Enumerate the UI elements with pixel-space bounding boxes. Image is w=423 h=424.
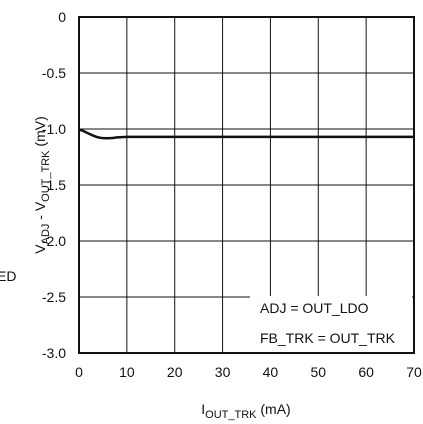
annotation-background xyxy=(250,296,412,352)
x-tick-label: 20 xyxy=(167,364,183,380)
x-tick-label: 40 xyxy=(263,364,279,380)
plot-frame xyxy=(78,16,415,354)
x-tick-label: 0 xyxy=(75,364,83,380)
x-axis-ticks: 0 10 20 30 40 50 60 70 xyxy=(75,364,422,380)
x-tick-label: 60 xyxy=(358,364,374,380)
x-tick-label: 10 xyxy=(119,364,135,380)
y-tick-label: -2.0 xyxy=(42,233,66,249)
y-tick-label: -0.5 xyxy=(42,65,66,81)
x-axis-title: IOUT_TRK (mA) xyxy=(201,401,290,421)
y-tick-label: -3.0 xyxy=(42,345,66,361)
x-tick-label: 30 xyxy=(215,364,231,380)
y-tick-label: -2.5 xyxy=(42,289,66,305)
x-tick-label: 50 xyxy=(310,364,326,380)
series-group xyxy=(79,128,414,140)
series-line-0 xyxy=(79,128,414,140)
y-tick-label: -1.0 xyxy=(42,121,66,137)
annotation-line-1: ADJ = OUT_LDO xyxy=(260,300,369,316)
y-axis-ticks: 0 -0.5 -1.0 -1.5 -2.0 -2.5 -3.0 xyxy=(42,9,66,361)
y-tick-label: 0 xyxy=(58,9,66,25)
y-tick-label: -1.5 xyxy=(42,177,66,193)
y-axis-title: VADJ - VOUT_TRK (mV) xyxy=(32,116,52,253)
annotation-line-2: FB_TRK = OUT_TRK xyxy=(260,330,396,346)
x-tick-label: 70 xyxy=(406,364,422,380)
clipped-left-label: ED xyxy=(0,268,16,284)
